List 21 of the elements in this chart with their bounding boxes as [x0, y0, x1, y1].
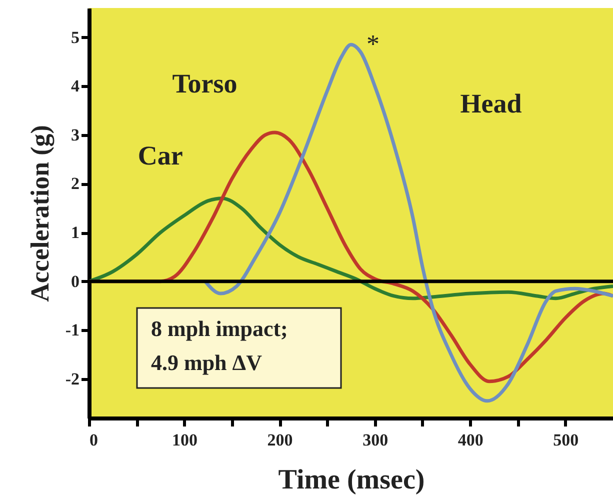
y-tick-label: 2	[71, 174, 80, 194]
y-tick-label: 4	[71, 76, 80, 96]
x-axis-title: Time (msec)	[278, 464, 425, 496]
y-tick-label: -2	[65, 369, 80, 388]
y-axis-title: Acceleration (g)	[25, 125, 54, 302]
series-label: Car	[138, 140, 183, 170]
y-tick-label: 1	[71, 223, 80, 242]
x-tick-label: 300	[362, 430, 388, 450]
annotation: 8 mph impact; 4.9 mph ΔV	[151, 316, 288, 375]
x-tick-label: 400	[458, 430, 484, 450]
x-tick-label: 500	[553, 430, 579, 450]
y-tick-label: 0	[71, 272, 80, 291]
x-tick-label: 200	[267, 430, 293, 450]
y-tick-label: -1	[65, 320, 80, 340]
x-tick-label: 0	[90, 430, 98, 450]
text: Head	[460, 88, 522, 119]
y-tick-label: 5	[71, 28, 80, 47]
series-label: Torso	[172, 68, 238, 98]
y-tick-label: 3	[71, 125, 80, 144]
annotation: *	[366, 30, 380, 59]
x-tick-label: 100	[172, 430, 198, 450]
